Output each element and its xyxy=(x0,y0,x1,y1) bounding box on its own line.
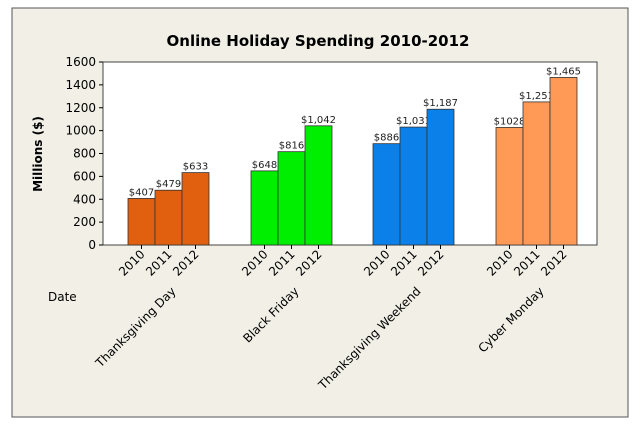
data-label: $816 xyxy=(279,141,304,152)
bar xyxy=(277,151,306,246)
bar xyxy=(154,189,183,246)
y-tick-label: 800 xyxy=(73,147,96,161)
y-tick-label: 1000 xyxy=(65,124,96,138)
data-label: $1,251 xyxy=(519,91,554,102)
y-tick-label: 400 xyxy=(73,192,96,206)
data-label: $1028 xyxy=(494,116,526,127)
data-label: $479 xyxy=(156,179,181,190)
y-tick-label: 200 xyxy=(73,215,96,229)
y-tick-label: 0 xyxy=(88,238,96,252)
y-tick-label: 600 xyxy=(73,169,96,183)
data-label: $1,031 xyxy=(396,116,431,127)
y-tick-label: 1600 xyxy=(65,55,96,69)
y-tick-label: 1200 xyxy=(65,101,96,115)
bar xyxy=(522,101,551,246)
bar xyxy=(127,198,156,246)
bar xyxy=(181,172,210,246)
bar xyxy=(250,170,279,246)
bar xyxy=(399,126,428,246)
y-tick-label: 1400 xyxy=(65,78,96,92)
bar xyxy=(549,77,578,246)
bar xyxy=(495,127,524,246)
data-label: $1,465 xyxy=(546,66,581,77)
y-axis-label: Millions ($) xyxy=(31,116,45,192)
data-label: $1,187 xyxy=(423,98,458,109)
data-label: $648 xyxy=(252,160,277,171)
bar xyxy=(304,125,333,246)
data-label: $886 xyxy=(374,133,399,144)
data-label: $633 xyxy=(183,162,208,173)
x-axis-label: Date xyxy=(48,290,77,304)
bar xyxy=(426,108,455,246)
chart-title: Online Holiday Spending 2010-2012 xyxy=(167,32,470,50)
data-label: $1,042 xyxy=(301,115,336,126)
data-label: $407 xyxy=(129,187,154,198)
bar xyxy=(372,143,401,246)
